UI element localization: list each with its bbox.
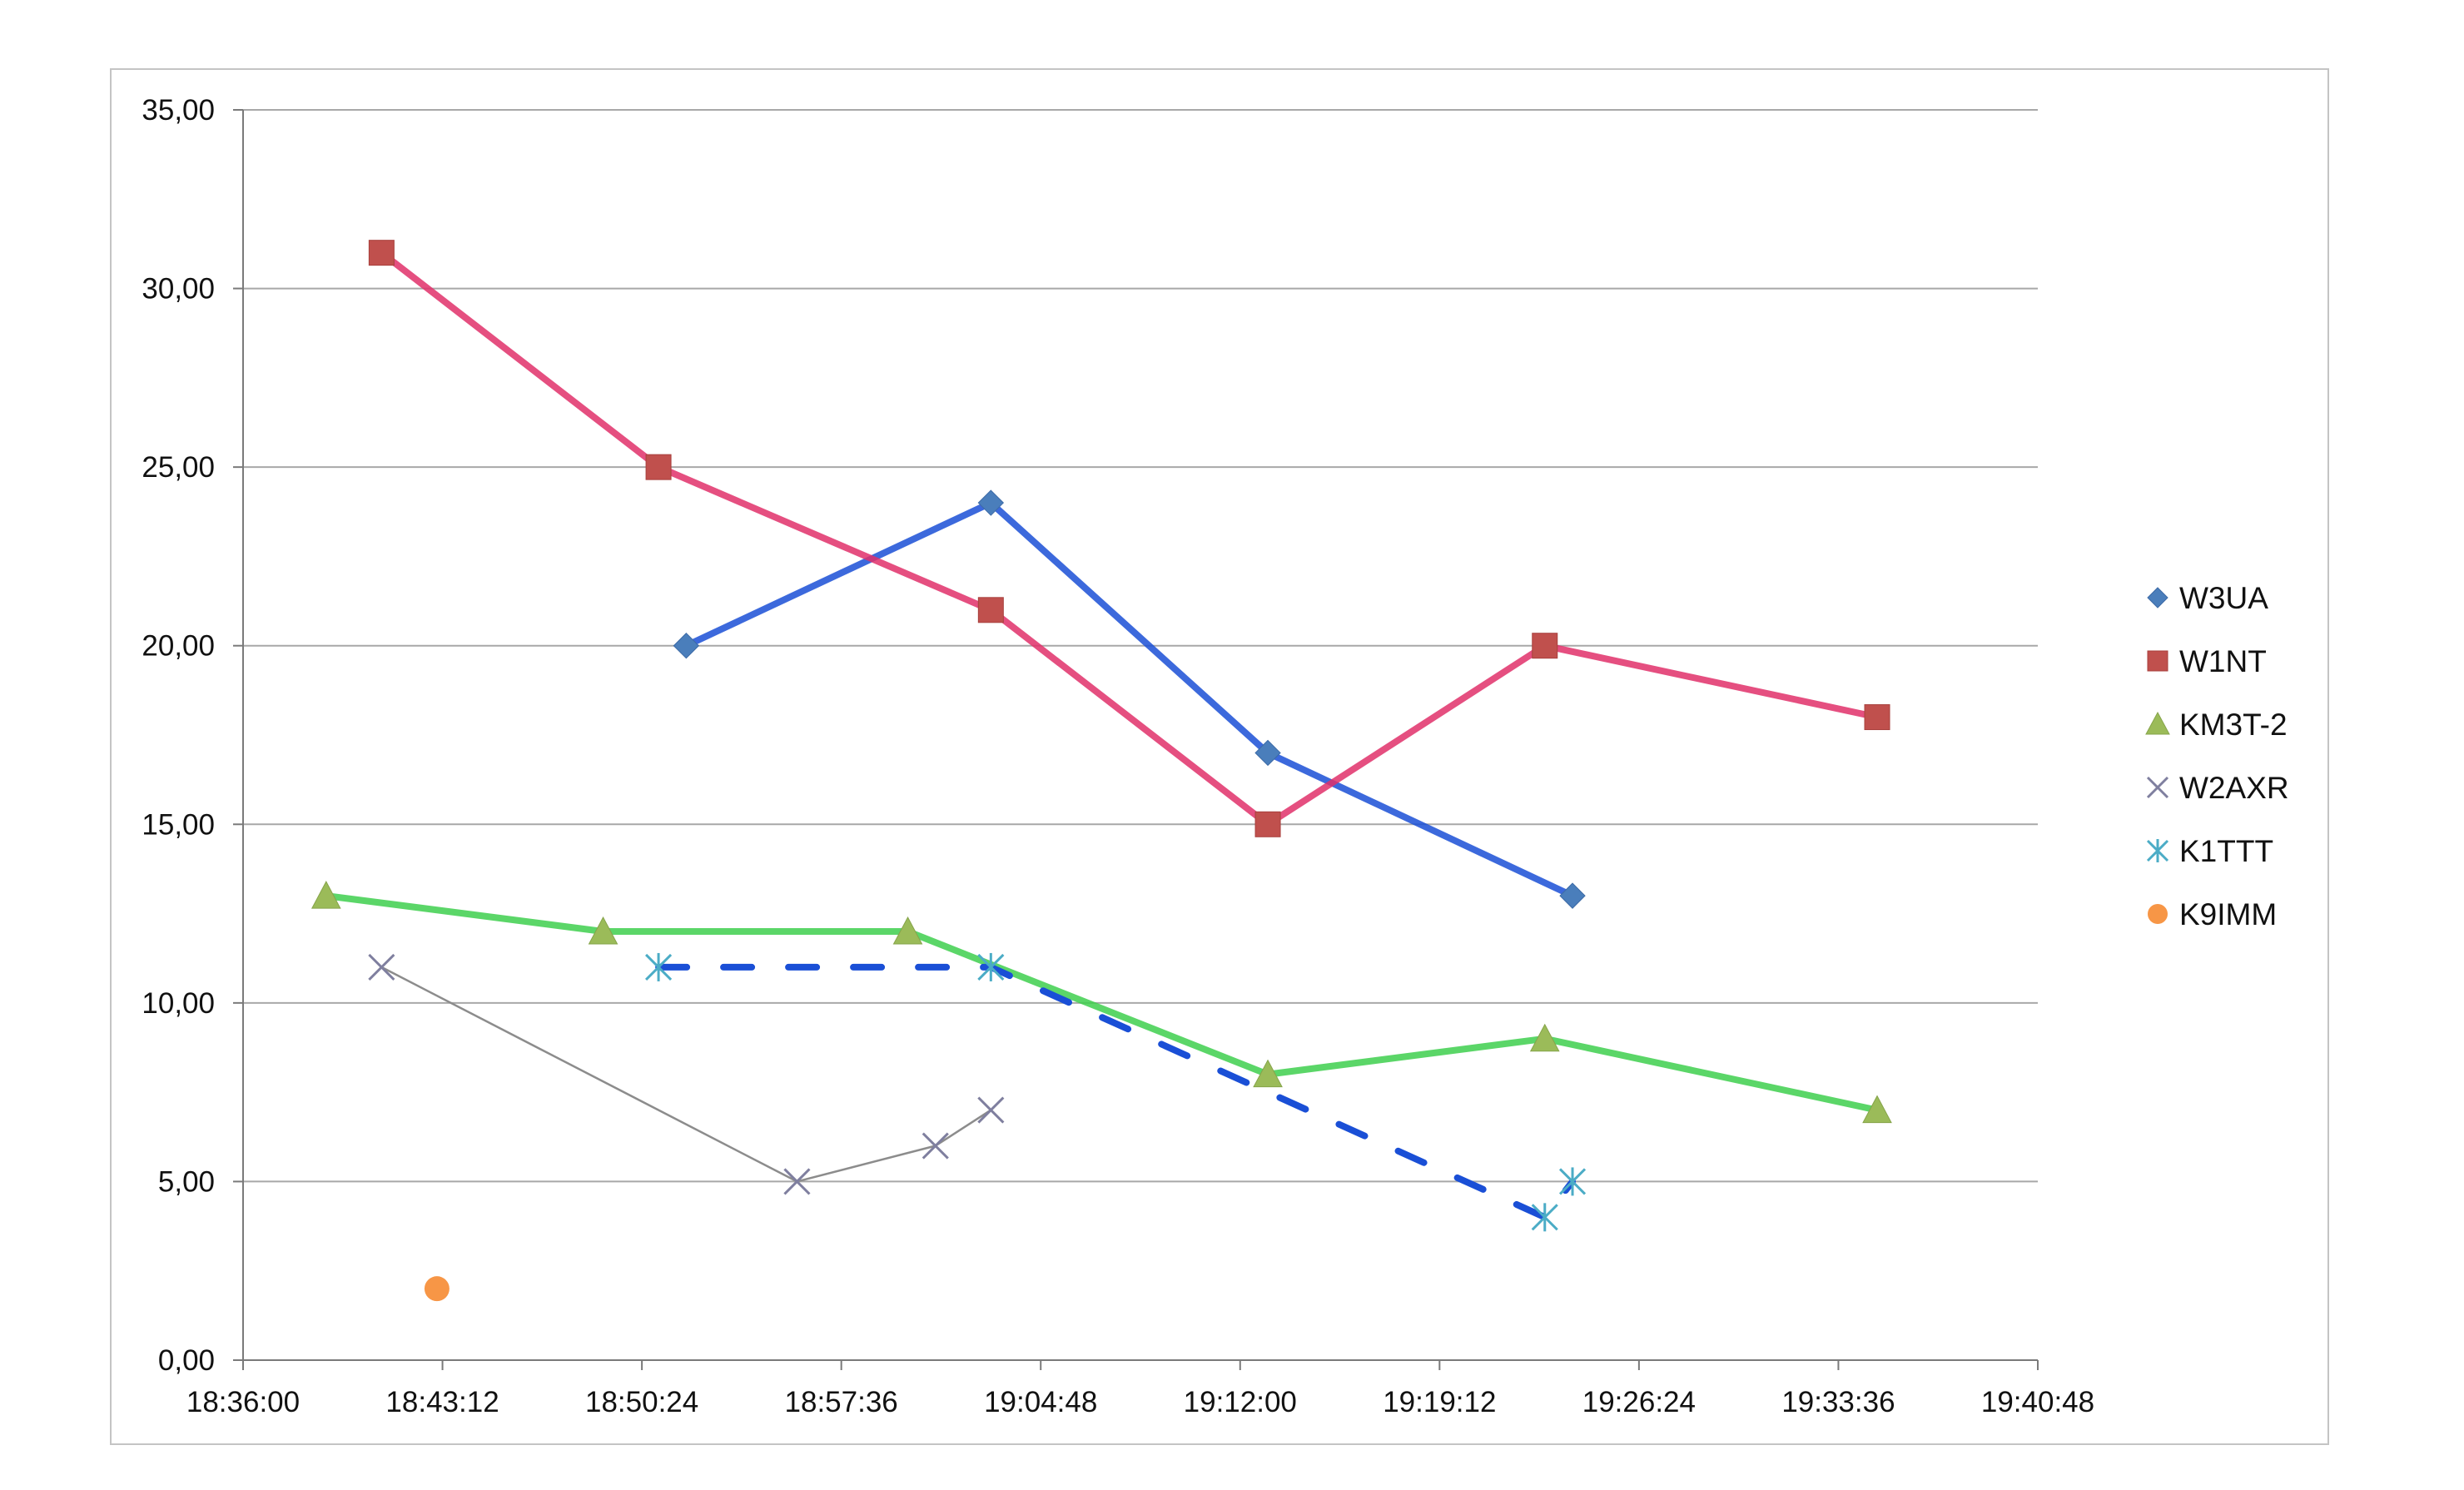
data-point-k1ttt: [1558, 1167, 1587, 1196]
legend-item-k1ttt: K1TTT: [2146, 834, 2273, 868]
x-tick-label: 19:40:48: [1981, 1386, 2094, 1418]
data-point-w1nt: [1864, 704, 1890, 731]
data-point-w2axr: [783, 1168, 811, 1195]
legend-label: W1NT: [2179, 644, 2267, 678]
data-point-w3ua: [1254, 739, 1281, 767]
y-tick-label: 25,00: [142, 451, 215, 484]
legend-marker: [2147, 587, 2168, 608]
legend-item-km3t-2: KM3T-2: [2145, 708, 2288, 742]
y-tick-label: 15,00: [142, 808, 215, 841]
data-point-k9imm: [424, 1276, 450, 1302]
data-point-k1ttt: [645, 952, 673, 981]
x-tick-label: 19:19:12: [1383, 1386, 1496, 1418]
data-point-w1nt: [977, 597, 1004, 623]
chart-frame: [110, 68, 2329, 1445]
legend-marker: [2146, 776, 2169, 799]
axes: 0,00 5,00 10,00 15,00 20,00 25,00 30,00 35,00 18…: [142, 94, 2094, 1418]
legend-label: K9IMM: [2179, 897, 2277, 931]
data-point-w2axr: [922, 1132, 949, 1160]
legend-label: W2AXR: [2179, 771, 2289, 805]
series-line-w3ua: [683, 499, 1576, 900]
data-point-w1nt: [645, 454, 672, 480]
y-tick-label: 35,00: [142, 94, 215, 127]
y-tick-label: 5,00: [158, 1165, 215, 1198]
y-tick-label: 30,00: [142, 273, 215, 305]
legend-marker: [2147, 650, 2168, 672]
data-point-w2axr: [368, 953, 395, 981]
legend-item-w1nt: W1NT: [2147, 644, 2267, 678]
x-tick-label: 19:33:36: [1781, 1386, 1895, 1418]
series: [310, 240, 1892, 1302]
legend-label: K1TTT: [2179, 834, 2273, 868]
gridlines: [243, 109, 2038, 1183]
data-point-km3t-2: [1253, 1059, 1283, 1088]
legend: W3UA W1NT KM3T-2 W2AXR K1TTT K9IMM: [2145, 581, 2289, 931]
data-point-w3ua: [1559, 882, 1586, 909]
data-point-w2axr: [977, 1096, 1005, 1124]
x-tick-label: 19:12:00: [1184, 1386, 1297, 1418]
legend-marker: [2145, 711, 2170, 735]
data-point-km3t-2: [1862, 1095, 1892, 1124]
legend-item-w3ua: W3UA: [2147, 581, 2268, 615]
y-tick-label: 20,00: [142, 630, 215, 663]
series-line-w1nt: [378, 249, 1880, 828]
data-point-w3ua: [673, 633, 700, 659]
x-tick-label: 19:26:24: [1582, 1386, 1696, 1418]
x-tick-label: 18:57:36: [785, 1386, 898, 1418]
data-point-w1nt: [368, 240, 395, 266]
x-tick-label: 18:43:12: [385, 1386, 499, 1418]
series-line-km3t-2: [322, 892, 1880, 1114]
x-tick-label: 18:50:24: [585, 1386, 698, 1418]
x-tick-label: 19:04:48: [984, 1386, 1097, 1418]
series-line-w2axr: [380, 966, 992, 1183]
y-tick-label: 10,00: [142, 987, 215, 1020]
data-point-km3t-2: [588, 916, 618, 945]
legend-label: W3UA: [2179, 581, 2268, 615]
legend-marker: [2146, 839, 2169, 862]
data-point-w1nt: [1532, 633, 1558, 659]
data-point-k1ttt: [1531, 1203, 1558, 1232]
data-point-k1ttt: [977, 952, 1005, 981]
legend-item-w2axr: W2AXR: [2146, 771, 2289, 805]
data-point-km3t-2: [310, 881, 341, 909]
y-tick-label: 0,00: [158, 1344, 215, 1377]
legend-marker: [2148, 904, 2168, 924]
x-tick-label: 18:36:00: [186, 1386, 300, 1418]
legend-label: KM3T-2: [2179, 708, 2288, 742]
data-point-km3t-2: [1529, 1023, 1560, 1052]
data-point-km3t-2: [892, 916, 923, 945]
data-point-w1nt: [1254, 811, 1281, 837]
legend-item-k9imm: K9IMM: [2148, 897, 2277, 931]
data-point-w3ua: [977, 489, 1005, 516]
